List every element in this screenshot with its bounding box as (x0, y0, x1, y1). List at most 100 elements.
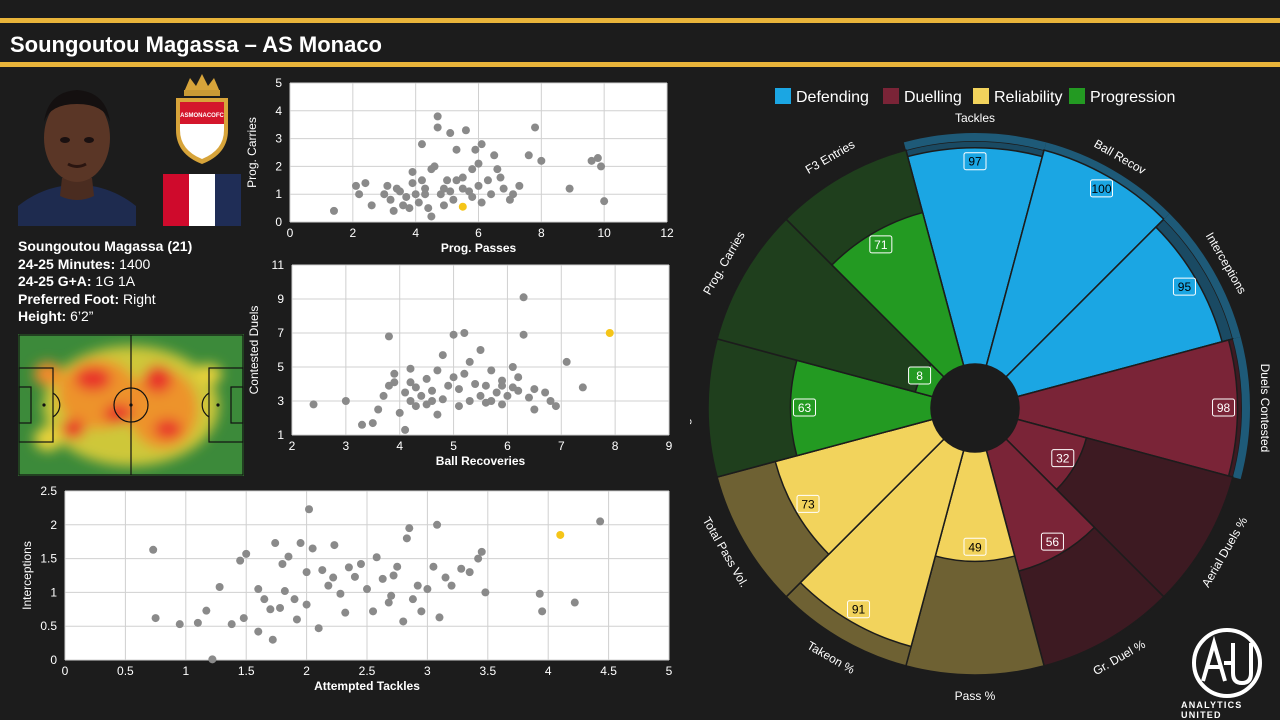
value-label: 95 (1178, 280, 1192, 294)
data-point (481, 398, 490, 407)
x-tick-label: 3 (343, 439, 350, 453)
data-point (458, 184, 467, 193)
data-point (433, 520, 442, 529)
player-name-age: Soungoutou Magassa (21) (18, 238, 193, 254)
highlight-point (605, 329, 614, 337)
data-point (393, 562, 402, 571)
data-point (408, 179, 417, 188)
value-label: 8 (916, 369, 923, 383)
player-photo (18, 78, 136, 226)
data-point (341, 397, 350, 405)
y-tick-label: 1 (275, 187, 282, 201)
nationality-flag (163, 174, 241, 226)
x-tick-label: 8 (612, 439, 619, 453)
data-point (452, 176, 461, 185)
data-point (408, 595, 417, 604)
data-point (477, 547, 486, 556)
data-point (318, 566, 327, 575)
value-box (1040, 532, 1064, 551)
data-point (519, 293, 528, 302)
data-point (471, 145, 480, 154)
y-tick-label: 0.5 (40, 619, 57, 633)
value-label: 32 (1056, 452, 1070, 466)
data-point (330, 541, 339, 550)
data-point (452, 145, 461, 154)
slice-cap (1163, 213, 1241, 339)
x-tick-label: 1.5 (238, 664, 255, 678)
data-point (405, 204, 414, 213)
flag-stripe (163, 174, 189, 226)
data-point (390, 378, 399, 387)
data-point (414, 198, 423, 207)
category-label: F3 Entries (803, 137, 857, 176)
highlight-point (458, 202, 467, 211)
data-point (530, 405, 539, 414)
category-label: Duels Contested (1258, 364, 1272, 453)
top-accent-bar (0, 18, 1280, 23)
data-point (296, 539, 305, 548)
data-point (433, 366, 442, 375)
data-point (436, 190, 445, 199)
data-point (538, 607, 547, 616)
data-point (508, 363, 517, 371)
data-point (496, 173, 505, 182)
y-tick-label: 11 (272, 258, 285, 272)
x-axis-label: Prog. Passes (441, 241, 517, 255)
value-label: 73 (801, 497, 815, 511)
data-point (449, 373, 458, 382)
data-point (481, 381, 490, 390)
data-point (227, 620, 236, 629)
plot-area (65, 491, 669, 660)
highlight-point (556, 530, 565, 539)
data-point (363, 585, 371, 594)
legend-swatch (883, 88, 899, 104)
data-point (515, 181, 524, 190)
flag-stripe (215, 174, 241, 226)
data-point (435, 613, 444, 622)
data-point (351, 181, 360, 190)
legend-label: Progression (1090, 89, 1175, 106)
data-point (428, 386, 437, 395)
x-axis-label: Attempted Tackles (314, 679, 420, 693)
plot-area (290, 83, 667, 222)
data-point (421, 190, 430, 199)
crest-text: ASMONACOFC (180, 113, 224, 119)
logo-text: ANALYTICS UNITED (1181, 700, 1243, 720)
x-tick-label: 3 (424, 664, 431, 678)
data-point (422, 374, 431, 383)
x-tick-label: 4 (412, 226, 419, 240)
data-point (380, 190, 389, 199)
data-point (524, 151, 533, 160)
data-point (600, 197, 609, 206)
data-point (350, 572, 359, 581)
y-tick-label: 0 (50, 653, 57, 667)
data-point (465, 357, 474, 366)
x-tick-label: 4 (396, 439, 403, 453)
data-point (387, 591, 396, 600)
height-row: Height: 6’2” (18, 308, 94, 324)
y-axis-label: Prog. Carries (245, 117, 259, 188)
data-point (429, 562, 438, 571)
data-point (505, 195, 514, 204)
preferred-foot-row: Preferred Foot: Right (18, 290, 156, 307)
data-point (492, 388, 501, 397)
data-point (290, 595, 299, 604)
x-tick-label: 4.5 (600, 664, 617, 678)
data-point (481, 588, 490, 597)
data-point (530, 385, 539, 394)
x-tick-label: 2 (303, 664, 310, 678)
x-tick-label: 2 (349, 226, 356, 240)
data-point (280, 587, 289, 596)
y-tick-label: 1.5 (40, 552, 57, 566)
data-point (430, 162, 439, 171)
category-label: Pass % (955, 689, 996, 703)
x-tick-label: 10 (597, 226, 611, 240)
data-point (395, 187, 404, 196)
data-point (421, 184, 430, 193)
data-point (444, 381, 453, 390)
data-point (438, 351, 447, 360)
data-point (498, 381, 507, 390)
club-crest: ASMONACOFC (176, 74, 228, 164)
x-tick-label: 2 (289, 439, 296, 453)
value-box (869, 235, 893, 254)
